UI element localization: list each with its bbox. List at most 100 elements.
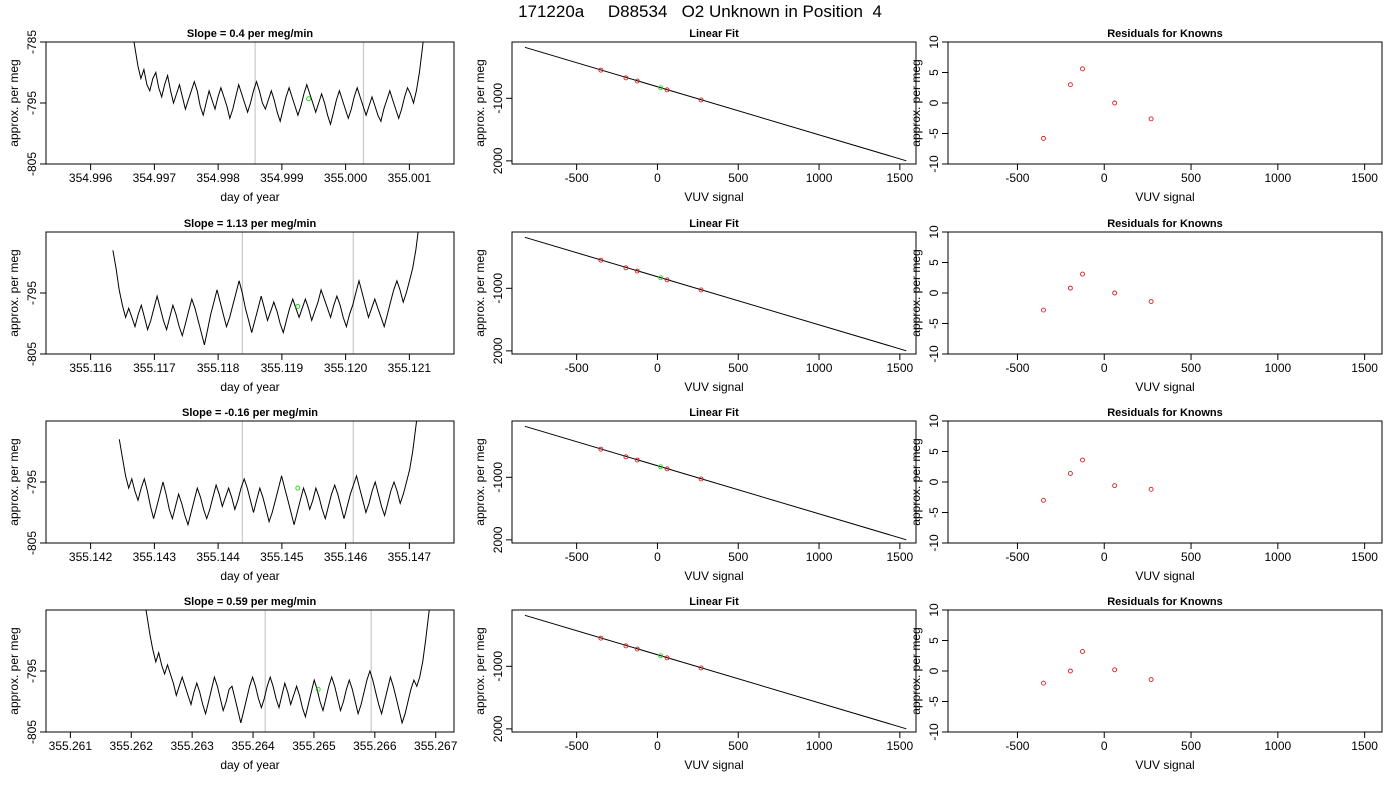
x-tick-label: 355.146	[324, 550, 368, 564]
x-tick-label: -500	[1005, 739, 1029, 753]
x-tick-label: 500	[728, 550, 748, 564]
unknown-point	[295, 303, 301, 309]
known-point	[1041, 135, 1046, 141]
x-tick-label: 0	[1101, 361, 1108, 375]
x-tick-label: 355.144	[196, 550, 240, 564]
y-tick-label: -1000	[491, 83, 505, 114]
y-tick-label: 5	[927, 637, 941, 644]
y-tick-label: -5	[927, 696, 941, 707]
known-point	[1067, 285, 1073, 291]
y-tick-label: -785	[25, 30, 39, 54]
y-tick-label: -10	[927, 155, 941, 173]
y-axis-label: approx. per meg	[909, 438, 923, 525]
x-tick-label: -500	[565, 361, 589, 375]
chart-panel-2: Linear Fit VUV signal approx. per meg -500 0…	[473, 28, 917, 204]
y-tick-label: -10	[927, 345, 941, 363]
x-tick-label: 1500	[886, 739, 913, 753]
y-axis-label: approx. per meg	[7, 438, 21, 525]
known-point	[1112, 483, 1118, 489]
y-tick-label: 10	[927, 35, 941, 49]
plot-area	[1041, 271, 1154, 313]
plot-area	[524, 425, 907, 541]
page-title: 171220a D88534 O2 Unknown in Position 4	[518, 2, 882, 21]
x-tick-label: 500	[728, 739, 748, 753]
plot-area	[118, 421, 418, 543]
chart-panel-12: Residuals for Knowns VUV signal approx. pe…	[909, 596, 1383, 772]
chart-panel-3: Residuals for Knowns VUV signal approx. pe…	[909, 28, 1383, 204]
plot-area	[524, 236, 907, 352]
x-tick-label: 355.116	[69, 361, 112, 375]
x-tick-label: 1500	[1351, 171, 1378, 185]
known-point	[1112, 290, 1118, 296]
unknown-point	[306, 96, 312, 102]
x-axis-label: day of year	[220, 758, 279, 772]
x-tick-label: -500	[565, 739, 589, 753]
y-tick-label: 0	[927, 478, 941, 485]
known-point	[698, 97, 704, 103]
known-point	[1067, 82, 1073, 88]
plot-frame	[947, 420, 1383, 544]
known-point	[1080, 66, 1085, 72]
x-tick-label: 354.996	[69, 171, 113, 185]
known-point	[634, 457, 640, 463]
known-point	[664, 466, 670, 472]
plot-area	[112, 232, 419, 354]
y-tick-label: -795	[25, 91, 39, 115]
y-tick-label: 0	[927, 289, 941, 296]
x-tick-label: -500	[565, 550, 589, 564]
plot-frame	[511, 231, 917, 355]
y-tick-label: -795	[25, 281, 39, 305]
unknown-point	[658, 275, 664, 281]
y-tick-label: 2000	[491, 715, 505, 742]
x-tick-label: 355.120	[324, 361, 368, 375]
plot-frame	[511, 41, 917, 165]
known-point	[598, 635, 604, 641]
series-line	[118, 421, 418, 527]
known-point	[623, 454, 629, 460]
y-tick-label: -5	[927, 318, 941, 329]
known-point	[1148, 299, 1154, 304]
x-tick-label: 0	[1101, 739, 1108, 753]
y-tick-label: -5	[927, 128, 941, 139]
y-tick-label: 0	[927, 99, 941, 106]
unknown-point	[658, 653, 664, 659]
y-tick-label: 5	[927, 259, 941, 266]
y-tick-label: 10	[927, 225, 941, 239]
known-point	[1041, 307, 1046, 313]
y-tick-label: -1000	[491, 651, 505, 682]
chart-panel-6: Residuals for Knowns VUV signal approx. pe…	[909, 218, 1383, 394]
x-tick-label: 354.997	[133, 171, 177, 185]
x-tick-label: 355.267	[414, 739, 458, 753]
x-tick-label: 355.143	[133, 550, 177, 564]
x-tick-label: 500	[1181, 171, 1201, 185]
fit-line	[524, 614, 907, 730]
fit-line	[524, 236, 907, 352]
x-tick-label: 354.999	[260, 171, 304, 185]
y-axis-label: approx. per meg	[473, 59, 487, 146]
x-axis-label: VUV signal	[1135, 758, 1194, 772]
x-tick-label: 355.145	[260, 550, 304, 564]
chart-panel-9: Residuals for Knowns VUV signal approx. pe…	[909, 407, 1383, 583]
known-point	[623, 265, 629, 271]
chart-title: Linear Fit	[689, 407, 739, 419]
known-point	[1080, 457, 1085, 463]
y-axis-label: approx. per meg	[473, 249, 487, 336]
x-tick-label: 355.265	[292, 739, 336, 753]
x-tick-label: 1500	[886, 171, 913, 185]
y-tick-label: -5	[927, 507, 941, 518]
y-axis-label: approx. per meg	[909, 627, 923, 714]
known-point	[1067, 668, 1073, 674]
chart-title: Residuals for Knowns	[1107, 596, 1223, 608]
known-point	[1080, 649, 1085, 654]
x-tick-label: 500	[1181, 550, 1201, 564]
x-tick-label: 1500	[886, 550, 913, 564]
x-tick-label: 1500	[886, 361, 913, 375]
known-point	[598, 446, 604, 452]
known-point	[1041, 680, 1046, 686]
known-point	[623, 75, 629, 81]
chart-title: Linear Fit	[689, 28, 739, 40]
unknown-point	[315, 686, 321, 692]
unknown-point	[658, 464, 664, 470]
chart-title: Slope = 1.13 per meg/min	[184, 218, 317, 230]
